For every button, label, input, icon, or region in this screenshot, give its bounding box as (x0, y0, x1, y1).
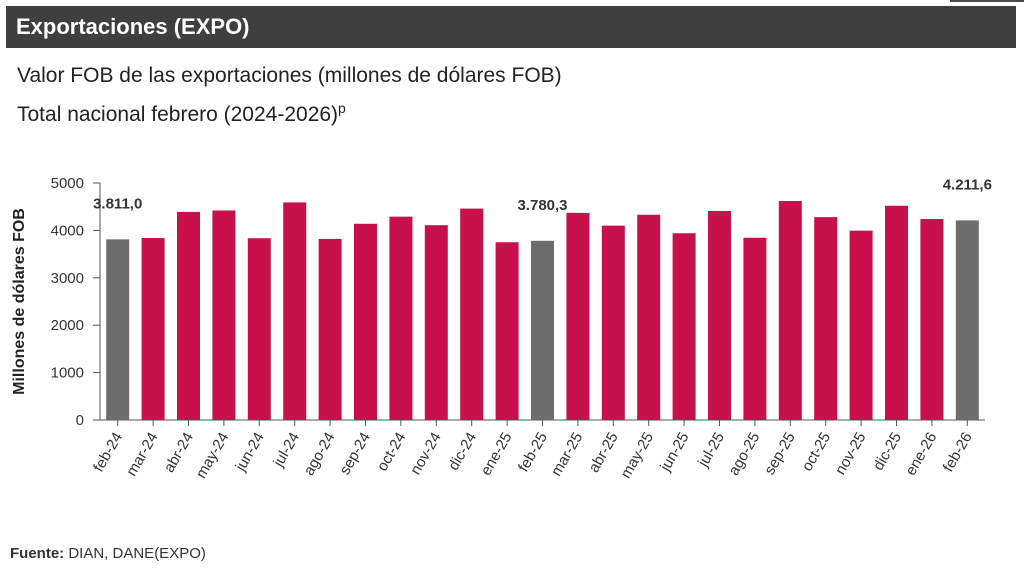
x-tick-label: may-24 (193, 430, 233, 482)
bar-mar-24 (141, 237, 165, 420)
x-tick-label: jun-24 (232, 430, 268, 475)
bar-sep-25 (778, 201, 802, 420)
x-tick-label: ene-26 (902, 430, 940, 479)
bar-dic-24 (460, 208, 484, 420)
bar-jul-24 (283, 202, 307, 420)
bar-ene-25 (495, 242, 519, 420)
x-tick-label: feb-24 (90, 430, 126, 475)
y-axis-title: Millones de dólares FOB (11, 208, 28, 395)
bar-jun-24 (247, 238, 271, 420)
data-label-feb-24: 3.811,0 (93, 195, 142, 212)
chart-subtitle-line2-text: Total nacional febrero (2024-2026) (17, 103, 339, 126)
bar-oct-24 (389, 216, 413, 420)
y-tick-label: 1000 (51, 365, 84, 382)
bar-feb-26 (955, 220, 979, 420)
x-tick-label: dic-24 (445, 430, 480, 474)
bar-oct-25 (814, 217, 838, 420)
data-label-feb-25: 3.780,3 (517, 197, 567, 214)
bar-feb-25 (531, 240, 554, 420)
page-header: Exportaciones (EXPO) (6, 6, 1016, 48)
bar-sep-24 (354, 223, 377, 420)
bar-nov-25 (849, 230, 873, 420)
bar-feb-24 (106, 239, 130, 420)
bar-abr-24 (177, 211, 200, 420)
x-tick-label: sep-25 (761, 430, 799, 478)
bar-nov-24 (424, 225, 448, 420)
source-text: DIAN, DANE(EXPO) (68, 545, 206, 562)
bar-dic-25 (885, 205, 908, 420)
bar-jun-25 (672, 233, 696, 420)
x-tick-label: dic-25 (870, 430, 905, 474)
y-tick-label: 5000 (51, 175, 84, 192)
y-tick-label: 3000 (51, 270, 84, 287)
x-tick-label: nov-25 (832, 430, 870, 478)
y-tick-label: 2000 (51, 317, 84, 334)
x-tick-label: feb-26 (940, 430, 976, 475)
x-tick-label: may-25 (617, 430, 657, 482)
x-tick-label: ago-25 (725, 430, 763, 479)
x-tick-label: abr-25 (585, 430, 621, 476)
data-label-feb-26: 4.211,6 (943, 176, 992, 193)
x-tick-label: jul-24 (270, 430, 304, 471)
bar-ago-24 (318, 238, 342, 420)
page-title: Exportaciones (EXPO) (16, 14, 250, 39)
x-tick-label: sep-24 (336, 430, 374, 478)
x-tick-label: nov-24 (407, 430, 445, 478)
y-tick-label: 0 (76, 412, 84, 429)
chart-subtitle-line1: Valor FOB de las exportaciones (millones… (17, 64, 562, 87)
source-note: Fuente: DIAN, DANE(EXPO) (10, 545, 206, 562)
x-tick-label: oct-25 (799, 430, 835, 475)
bar-mar-25 (566, 212, 590, 420)
chart-subtitle-line2: Total nacional febrero (2024-2026)p (17, 100, 346, 127)
bar-ago-25 (743, 237, 767, 420)
source-label: Fuente: (10, 545, 65, 562)
top-right-rule (950, 0, 1024, 2)
bar-chart: 0 1000 2000 3000 4000 5000 Millones de dólares… (11, 175, 992, 482)
x-tick-label: oct-24 (374, 430, 410, 475)
x-tick-label: mar-24 (123, 430, 161, 480)
x-tick-label: ago-24 (300, 430, 338, 479)
preliminary-mark: p (338, 100, 346, 116)
x-tick-label: feb-25 (515, 430, 551, 475)
y-tick-label: 4000 (51, 222, 84, 239)
x-tick-label: jul-25 (694, 430, 728, 471)
bar-may-25 (637, 214, 661, 420)
x-tick-label: mar-25 (548, 430, 586, 480)
x-tick-label: ene-25 (477, 430, 515, 479)
bar-jul-25 (708, 210, 731, 420)
bar-abr-25 (601, 225, 625, 420)
bar-may-24 (212, 210, 236, 420)
bar-ene-26 (920, 219, 944, 420)
x-tick-label: jun-25 (656, 430, 692, 475)
x-tick-label: abr-24 (161, 430, 197, 476)
